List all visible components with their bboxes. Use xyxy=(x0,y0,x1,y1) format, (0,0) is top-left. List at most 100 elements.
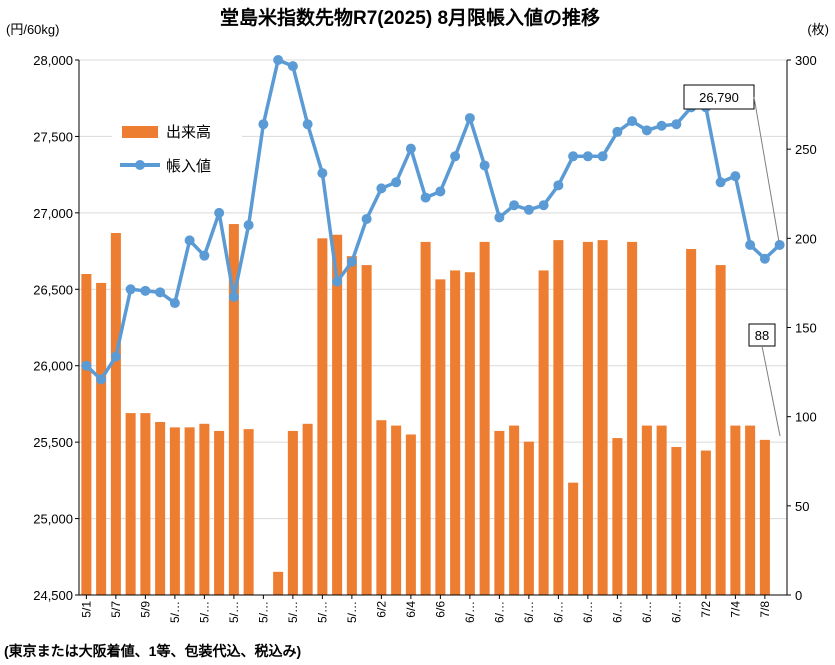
volume-bar xyxy=(671,446,682,595)
volume-bar xyxy=(332,234,343,595)
settlement-point xyxy=(523,204,534,215)
settlement-point xyxy=(553,180,564,191)
left-tick-label: 26,500 xyxy=(33,282,73,297)
right-tick-label: 100 xyxy=(795,410,817,425)
volume-bar xyxy=(582,241,593,595)
volume-bar xyxy=(155,422,166,595)
settlement-point xyxy=(538,200,549,211)
x-tick-label: 6/2 xyxy=(374,601,388,618)
left-tick-label: 25,000 xyxy=(33,512,73,527)
volume-bar xyxy=(273,571,284,595)
volume-bar xyxy=(317,238,328,596)
right-tick-label: 50 xyxy=(795,499,809,514)
volume-bar xyxy=(597,240,608,595)
x-tick-label: 5/… xyxy=(197,601,211,623)
settlement-point xyxy=(479,160,490,171)
x-tick-label: 5/9 xyxy=(138,601,152,618)
right-tick-label: 300 xyxy=(795,53,817,68)
left-tick-label: 28,000 xyxy=(33,53,73,68)
legend-label-price: 帳入値 xyxy=(166,158,211,175)
x-tick-label: 5/… xyxy=(256,601,270,623)
volume-bar xyxy=(509,425,520,595)
volume-bar xyxy=(435,279,446,595)
settlement-line xyxy=(81,55,785,385)
settlement-point xyxy=(450,151,461,162)
settlement-point xyxy=(81,360,92,371)
settlement-point xyxy=(464,113,475,124)
settlement-point xyxy=(435,186,446,197)
settlement-point xyxy=(332,276,343,287)
legend-line-marker xyxy=(135,160,145,170)
settlement-point xyxy=(184,235,195,246)
x-tick-label: 5/… xyxy=(286,601,300,623)
settlement-point xyxy=(199,250,210,261)
left-axis-ticks: 24,500 25,000 25,500 26,000 26,500 27,000 27,5… xyxy=(33,53,79,603)
x-axis-ticks: 5/1 5/7 5/9 5/… 5/… 5/… 5/… 5/… 5/… 5/… 6/2 6/4 6/6 6… xyxy=(79,595,772,623)
x-tick-label: 5/… xyxy=(345,601,359,623)
left-tick-label: 24,500 xyxy=(33,588,73,603)
settlement-point xyxy=(228,291,239,302)
callout-volume-leader xyxy=(761,345,781,437)
volume-bar xyxy=(376,420,387,595)
volume-bars xyxy=(81,224,770,596)
settlement-point xyxy=(391,177,402,188)
volume-bar xyxy=(523,441,534,595)
settlement-point xyxy=(582,151,593,162)
legend: 出来高 帳入値 xyxy=(112,116,242,182)
volume-bar xyxy=(553,240,564,595)
volume-bar xyxy=(199,423,210,595)
settlement-point xyxy=(243,220,254,231)
settlement-line-path xyxy=(85,58,781,382)
settlement-point xyxy=(509,200,520,211)
settlement-point xyxy=(420,192,431,203)
settlement-point xyxy=(494,212,505,223)
settlement-point xyxy=(214,207,225,218)
volume-bar xyxy=(479,241,490,595)
footnote: (東京または大阪着値、1等、包装代込、税込み) xyxy=(4,643,301,659)
volume-bar xyxy=(686,249,697,596)
volume-bar xyxy=(641,425,652,595)
chart-title: 堂島米指数先物R7(2025) 8月限帳入値の推移 xyxy=(220,6,600,29)
volume-bar xyxy=(656,425,667,595)
volume-bar xyxy=(450,270,461,595)
settlement-point xyxy=(405,143,416,154)
settlement-point xyxy=(376,183,387,194)
x-tick-label: 5/… xyxy=(168,601,182,623)
volume-bar xyxy=(612,438,623,595)
settlement-point xyxy=(302,119,313,130)
volume-bar xyxy=(700,450,711,595)
callout-price-label: 26,790 xyxy=(699,90,739,105)
settlement-point xyxy=(597,151,608,162)
x-tick-label: 6/… xyxy=(522,601,536,623)
volume-bar xyxy=(627,241,638,595)
volume-bar xyxy=(214,430,225,595)
x-tick-label: 6/4 xyxy=(404,601,418,618)
settlement-point xyxy=(346,256,357,267)
left-tick-label: 27,500 xyxy=(33,129,73,144)
volume-bar xyxy=(243,429,254,595)
settlement-point xyxy=(110,351,121,362)
x-tick-label: 5/7 xyxy=(109,601,123,618)
right-tick-label: 150 xyxy=(795,321,817,336)
settlement-point xyxy=(258,119,269,130)
left-tick-label: 26,000 xyxy=(33,359,73,374)
volume-bar xyxy=(730,425,741,595)
volume-bar xyxy=(184,427,195,595)
x-tick-label: 6/… xyxy=(551,601,565,623)
settlement-point xyxy=(715,177,726,188)
x-tick-label: 6/… xyxy=(610,601,624,623)
x-tick-label: 5/1 xyxy=(79,601,93,618)
volume-bar xyxy=(110,232,121,595)
volume-bar xyxy=(420,241,431,595)
left-axis-unit: (円/60kg) xyxy=(6,22,59,37)
settlement-point xyxy=(287,61,298,72)
settlement-point xyxy=(140,285,151,296)
settlement-point xyxy=(627,116,638,127)
callout-price-leader xyxy=(753,96,780,243)
settlement-point xyxy=(730,171,741,182)
volume-bar xyxy=(228,224,239,596)
left-tick-label: 25,500 xyxy=(33,435,73,450)
settlement-point xyxy=(612,126,623,137)
volume-bar xyxy=(361,265,372,595)
